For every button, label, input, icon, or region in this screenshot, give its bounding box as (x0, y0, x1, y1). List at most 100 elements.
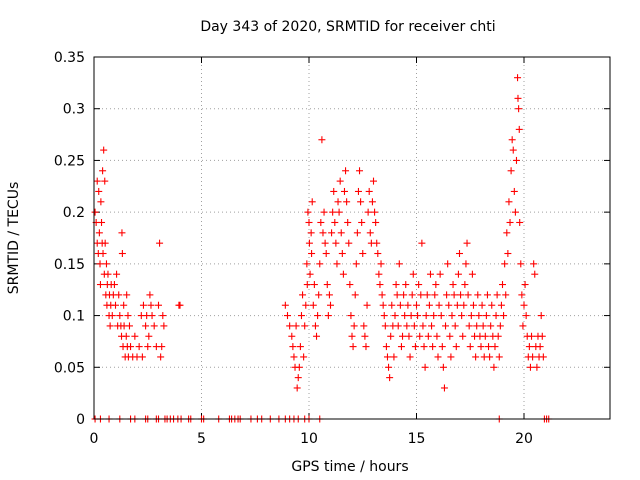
data-point (518, 291, 526, 299)
data-point (295, 363, 303, 371)
data-point (339, 270, 347, 278)
data-point (99, 167, 107, 175)
data-point (457, 291, 465, 299)
data-point (439, 363, 447, 371)
data-point (115, 291, 123, 299)
data-point (289, 343, 297, 351)
data-point (425, 301, 433, 309)
chart-title: Day 343 of 2020, SRMTID for receiver cht… (200, 19, 495, 35)
data-point (142, 322, 150, 330)
data-point (322, 250, 330, 258)
data-point (437, 312, 445, 320)
data-point (499, 281, 506, 289)
data-point (517, 260, 525, 268)
data-point (390, 353, 398, 361)
grid (94, 57, 610, 419)
data-point (95, 187, 103, 195)
data-point (506, 218, 514, 226)
data-point (537, 312, 545, 320)
data-point (413, 301, 420, 309)
data-point (482, 312, 490, 320)
data-point (490, 363, 498, 371)
data-point (123, 291, 131, 299)
data-point (434, 353, 442, 361)
data-point (467, 312, 475, 320)
data-point (96, 260, 104, 268)
data-point (350, 322, 358, 330)
plot-frame (93, 56, 611, 420)
data-point (102, 260, 110, 268)
data-point (110, 281, 118, 289)
data-point (373, 239, 381, 247)
data-point (407, 312, 415, 320)
data-point (307, 229, 315, 237)
data-point (421, 363, 429, 371)
data-point (475, 312, 483, 320)
data-point (396, 301, 404, 309)
data-point (411, 343, 419, 351)
data-point (380, 312, 388, 320)
data-point (340, 187, 348, 195)
data-point (446, 332, 454, 340)
data-point (436, 270, 444, 278)
data-point (299, 291, 307, 299)
data-point (496, 322, 504, 330)
axis-ticks: 0 0.05 0.1 0.15 0.2 0.25 0.3 0.35 0 5 10 15 20 (54, 50, 610, 447)
y-axis-label: SRMTID / TECUs (6, 182, 22, 295)
data-point (320, 208, 328, 216)
data-point (294, 374, 302, 382)
data-point (353, 229, 361, 237)
data-point (433, 332, 441, 340)
data-point (378, 291, 386, 299)
data-point (352, 260, 360, 268)
data-point (381, 322, 389, 330)
data-point (300, 353, 308, 361)
data-point (318, 136, 326, 144)
data-point (118, 250, 126, 258)
data-point (430, 312, 438, 320)
data-point (424, 332, 432, 340)
data-point (176, 301, 184, 309)
data-point (360, 322, 368, 330)
data-point (394, 322, 402, 330)
data-point (146, 291, 154, 299)
data-point (494, 332, 502, 340)
data-point (160, 322, 168, 330)
data-point (375, 270, 383, 278)
data-point (113, 270, 121, 278)
data-point (358, 218, 366, 226)
data-point (406, 353, 414, 361)
data-point (416, 332, 424, 340)
data-point (303, 281, 311, 289)
data-point (449, 281, 457, 289)
data-point (486, 353, 494, 361)
data-point (310, 281, 318, 289)
data-point (458, 312, 466, 320)
data-point (286, 322, 294, 330)
data-point (521, 281, 529, 289)
data-point (514, 94, 522, 102)
data-point (337, 229, 345, 237)
data-point (334, 198, 342, 206)
data-point (93, 177, 101, 185)
data-point (364, 208, 372, 216)
y-tick-label: 0.1 (63, 309, 85, 325)
data-point (351, 291, 359, 299)
data-point (465, 322, 473, 330)
data-point (461, 281, 469, 289)
data-point (435, 301, 443, 309)
data-point (386, 374, 394, 382)
data-point (311, 322, 319, 330)
data-point (520, 301, 528, 309)
data-point (431, 291, 439, 299)
data-point (456, 250, 463, 258)
data-point (422, 312, 430, 320)
data-point (509, 146, 517, 154)
data-point (328, 229, 336, 237)
data-point (459, 332, 467, 340)
data-point (304, 208, 312, 216)
data-point (150, 322, 158, 330)
data-point (466, 343, 474, 351)
data-point (127, 343, 135, 351)
data-point (414, 312, 422, 320)
